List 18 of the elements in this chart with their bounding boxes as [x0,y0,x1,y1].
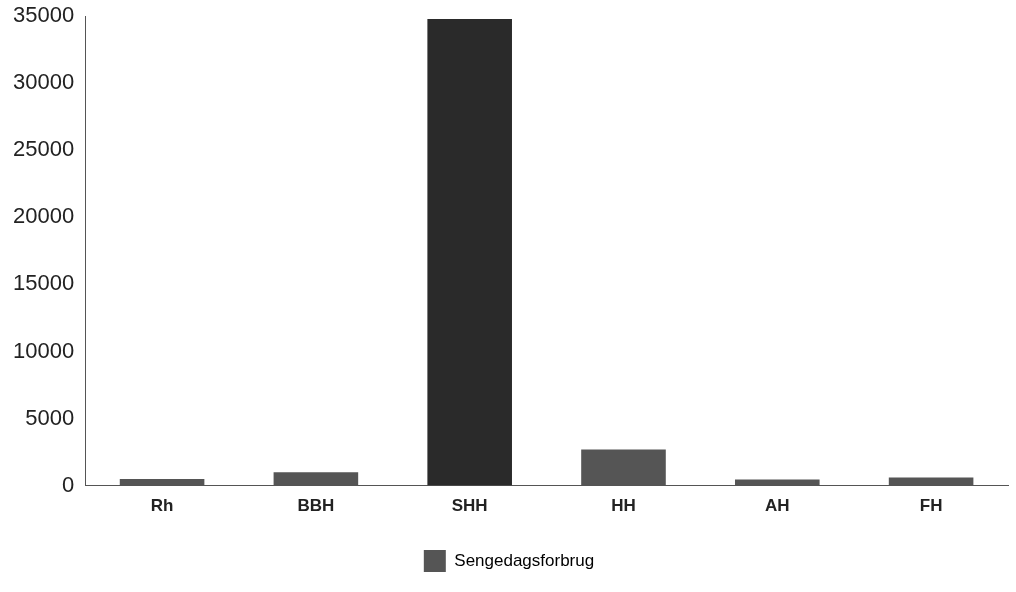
x-tick-label: BBH [297,496,335,516]
x-tick-label: SHH [451,496,488,516]
y-tick-label: 25000 [12,136,75,162]
y-tick-label: 35000 [12,2,75,28]
x-tick-label: AH [765,496,790,516]
bar [581,449,666,486]
y-tick-label: 5000 [25,404,75,430]
y-tick-label: 10000 [12,337,75,363]
bar [427,18,512,486]
legend-label: Sengedagsforbrug [454,550,595,570]
y-tick-label: 30000 [12,69,75,95]
x-tick-label: FH [919,496,943,516]
bar [273,472,359,486]
y-tick-label: 15000 [12,270,75,296]
y-tick-label: 0 [61,471,75,497]
x-tick-label: HH [611,496,636,516]
x-tick-label: Rh [150,496,174,516]
y-tick-label: 20000 [12,203,75,229]
